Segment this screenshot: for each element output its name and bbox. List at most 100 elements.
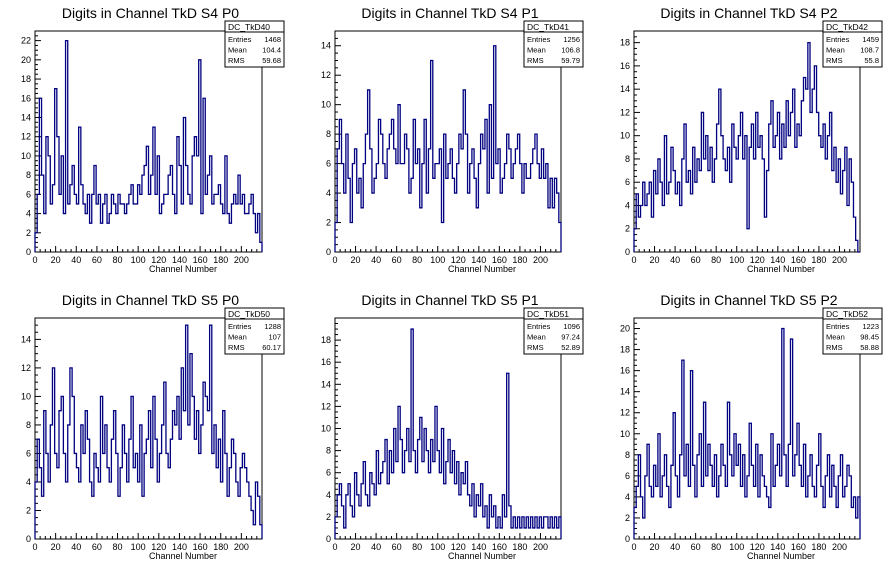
x-tick-label: 40 (670, 542, 680, 552)
stats-box-frame (224, 20, 285, 68)
x-tick-label: 200 (234, 255, 249, 265)
stats-mean-value: 98.45 (860, 333, 879, 342)
stats-mean-label: Mean (228, 46, 247, 55)
x-tick-label: 120 (451, 255, 466, 265)
x-tick-label: 80 (711, 255, 721, 265)
x-tick-label: 100 (430, 542, 445, 552)
stats-name: DC_TkD52 (826, 309, 868, 319)
histogram-panel: Digits in Channel TkD S5 P20 20 40 60 80 100 1… (620, 292, 883, 561)
y-tick-label: 0 (625, 247, 630, 257)
x-tick-label: 20 (51, 542, 61, 552)
x-tick-label: 180 (811, 255, 826, 265)
stats-entries-value: 1096 (563, 322, 580, 331)
x-axis-label: Channel Number (747, 264, 815, 274)
x-tick-label: 160 (193, 255, 208, 265)
y-tick-label: 4 (625, 200, 630, 210)
stats-rms-value: 59.68 (262, 56, 281, 65)
stats-rms-value: 60.17 (262, 343, 281, 352)
stats-box: DC_TkD41 Entries 1256 Mean 106.8 RMS 59.79 (523, 20, 584, 68)
stats-name: DC_TkD42 (826, 22, 868, 32)
stats-name: DC_TkD50 (228, 309, 270, 319)
x-tick-label: 160 (193, 542, 208, 552)
stats-mean-label: Mean (826, 333, 845, 342)
x-tick-label: 40 (371, 255, 381, 265)
histogram-line (334, 328, 562, 539)
x-tick-label: 0 (631, 255, 636, 265)
x-tick-label: 120 (451, 542, 466, 552)
stats-rms-value: 52.89 (561, 343, 580, 352)
x-tick-label: 40 (371, 542, 381, 552)
x-tick-label: 80 (113, 255, 123, 265)
x-tick-label: 180 (213, 542, 228, 552)
stats-entries-value: 1223 (862, 322, 879, 331)
y-tick-label: 4 (326, 490, 331, 500)
y-tick-label: 8 (326, 446, 331, 456)
stats-entries-value: 1459 (862, 35, 879, 44)
stats-entries-label: Entries (826, 322, 850, 331)
y-tick-label: 8 (26, 420, 31, 430)
y-tick-label: 4 (326, 188, 331, 198)
x-tick-label: 140 (471, 542, 486, 552)
y-tick-label: 12 (620, 408, 630, 418)
stats-name: DC_TkD51 (527, 309, 569, 319)
stats-rms-value: 59.79 (561, 56, 580, 65)
stats-entries-value: 1288 (264, 322, 281, 331)
y-tick-label: 6 (326, 468, 331, 478)
histogram-line (633, 41, 860, 253)
histogram-panel: Digits in Channel TkD S4 P00 20 40 60 80 100 1… (21, 5, 285, 274)
x-tick-label: 200 (533, 255, 548, 265)
x-axis-label: Channel Number (747, 551, 815, 561)
stats-rms-label: RMS (527, 56, 544, 65)
y-tick-label: 18 (620, 38, 630, 48)
x-tick-label: 20 (351, 255, 361, 265)
y-tick-label: 18 (321, 335, 331, 345)
x-tick-label: 20 (351, 542, 361, 552)
x-tick-label: 40 (670, 255, 680, 265)
y-tick-label: 14 (21, 334, 31, 344)
stats-box: DC_TkD50 Entries 1288 Mean 107 RMS 60.17 (224, 307, 285, 355)
stats-box-frame (822, 307, 883, 355)
histogram-panel: Digits in Channel TkD S5 P00 20 40 60 80 100 1… (21, 292, 285, 561)
x-tick-label: 120 (750, 542, 765, 552)
x-tick-label: 180 (512, 542, 527, 552)
y-tick-label: 10 (21, 151, 31, 161)
x-tick-label: 0 (32, 542, 37, 552)
y-tick-label: 0 (326, 247, 331, 257)
x-tick-label: 80 (113, 542, 123, 552)
x-tick-label: 160 (791, 542, 806, 552)
y-tick-label: 22 (21, 36, 31, 46)
y-tick-label: 0 (26, 247, 31, 257)
y-tick-label: 6 (625, 471, 630, 481)
histogram-line (633, 327, 861, 539)
y-tick-label: 2 (625, 224, 630, 234)
y-tick-label: 14 (620, 84, 630, 94)
y-tick-label: 12 (21, 363, 31, 373)
x-tick-label: 20 (51, 255, 61, 265)
y-tick-label: 8 (26, 170, 31, 180)
y-tick-label: 8 (625, 450, 630, 460)
stats-mean-label: Mean (527, 46, 546, 55)
y-tick-label: 20 (620, 324, 630, 334)
stats-rms-value: 58.88 (860, 343, 879, 352)
stats-box-frame (523, 20, 584, 68)
stats-rms-label: RMS (228, 56, 245, 65)
stats-entries-value: 1468 (264, 35, 281, 44)
stats-box-frame (822, 20, 883, 68)
y-tick-label: 16 (321, 357, 331, 367)
stats-entries-label: Entries (228, 35, 252, 44)
x-tick-label: 80 (412, 542, 422, 552)
x-tick-label: 0 (631, 542, 636, 552)
x-axis-label: Channel Number (149, 551, 217, 561)
x-tick-label: 160 (791, 255, 806, 265)
y-tick-label: 0 (26, 534, 31, 544)
chart-title: Digits in Channel TkD S5 P2 (660, 292, 837, 308)
stats-box: DC_TkD52 Entries 1223 Mean 98.45 RMS 58.88 (822, 307, 883, 355)
histogram-panel: Digits in Channel TkD S5 P10 20 40 60 80 100 1… (321, 292, 584, 561)
x-tick-label: 100 (729, 542, 744, 552)
y-tick-label: 12 (321, 70, 331, 80)
y-tick-label: 0 (625, 534, 630, 544)
stats-box-frame (224, 307, 285, 355)
x-tick-label: 0 (32, 255, 37, 265)
histogram-panel: Digits in Channel TkD S4 P10 20 40 60 80 100 1… (321, 5, 584, 274)
